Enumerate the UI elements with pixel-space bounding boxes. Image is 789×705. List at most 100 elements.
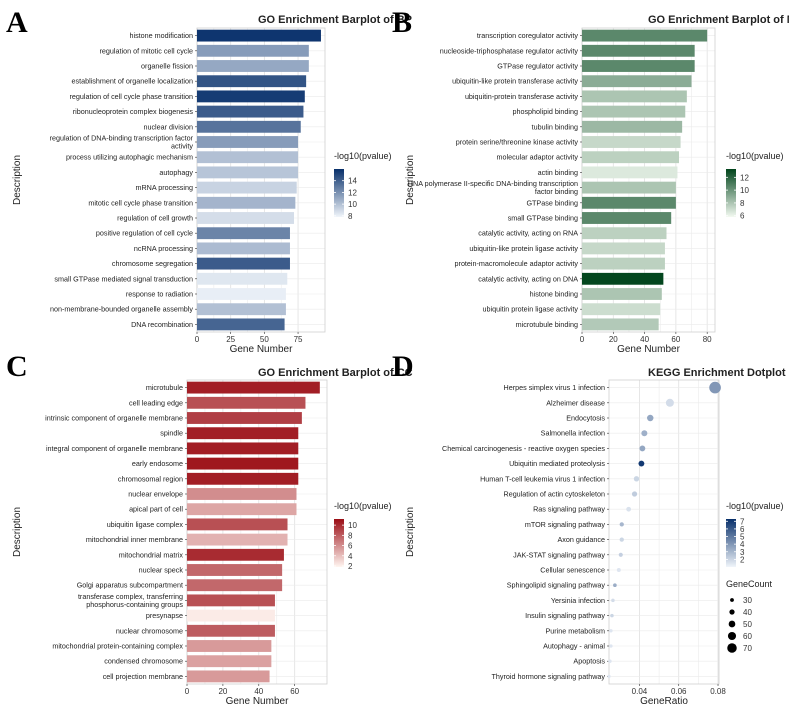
category-label: Golgi apparatus subcompartment bbox=[77, 581, 183, 590]
x-tick-label: 0.08 bbox=[710, 687, 726, 696]
category-label-line: ubiquitin-protein transferase activity bbox=[465, 92, 578, 101]
plot-frame bbox=[196, 27, 326, 333]
bar bbox=[187, 442, 299, 455]
category-label: nucleoside-triphosphatase regulator acti… bbox=[440, 46, 579, 55]
x-tick-label: 0 bbox=[195, 335, 200, 344]
y-axis-label: Description bbox=[12, 155, 23, 205]
category-label: ubiquitin-protein transferase activity bbox=[465, 92, 578, 101]
category-label-line: RNA polymerase II-specific DNA-binding t… bbox=[408, 179, 578, 188]
bar bbox=[187, 670, 270, 683]
category-label: molecular adaptor activity bbox=[497, 153, 579, 162]
bar bbox=[197, 242, 290, 255]
category-label-line: transcription coregulator activity bbox=[477, 31, 578, 40]
category-label: regulation of cell growth bbox=[117, 214, 193, 223]
category-label: spindle bbox=[160, 429, 183, 438]
category-label: ubiquitin ligase complex bbox=[107, 520, 184, 529]
plot-frame bbox=[186, 379, 328, 685]
category-label-line: ubiquitin-like protein transferase activ… bbox=[452, 77, 578, 86]
x-tick-label: 20 bbox=[218, 687, 227, 696]
category-label-line: Alzheimer disease bbox=[546, 398, 605, 407]
category-label: early endosome bbox=[132, 459, 183, 468]
category-label-line: early endosome bbox=[132, 459, 183, 468]
bar bbox=[197, 318, 285, 331]
bar bbox=[582, 272, 664, 285]
colorbar bbox=[726, 519, 736, 567]
category-label: ubiquitin protein ligase activity bbox=[483, 305, 579, 314]
category-label: condensed chromosome bbox=[104, 657, 183, 666]
category-label-line: nuclear speck bbox=[139, 566, 184, 575]
panel-C: C GO Enrichment Barplot of CC microtubule c… bbox=[6, 350, 413, 705]
size-legend-label: 30 bbox=[743, 596, 752, 605]
category-label: cell projection membrane bbox=[103, 672, 183, 681]
bar bbox=[197, 196, 296, 209]
category-label: microtubule binding bbox=[516, 320, 578, 329]
category-label-line: nuclear envelope bbox=[128, 490, 183, 499]
category-label: Alzheimer disease bbox=[546, 398, 605, 407]
bar bbox=[197, 288, 286, 300]
category-label-line: process utilizing autophagic mechanism bbox=[66, 153, 193, 162]
x-tick-label: 60 bbox=[671, 335, 680, 344]
category-label-line: Endocytosis bbox=[566, 414, 605, 423]
category-label-line: Autophagy - animal bbox=[543, 642, 605, 651]
category-label-line: mitotic cell cycle phase transition bbox=[88, 198, 193, 207]
category-label: small GTPase mediated signal transductio… bbox=[54, 274, 193, 283]
bar bbox=[197, 257, 290, 270]
category-label-line: catalytic activity, acting on RNA bbox=[478, 229, 578, 238]
colorbar-tick-label: 4 bbox=[740, 540, 745, 549]
bar bbox=[582, 151, 680, 164]
panel-B: B GO Enrichment Barplot of MF transcriptio… bbox=[392, 6, 789, 355]
category-label-line: GTPase regulator activity bbox=[497, 62, 578, 71]
y-axis-label: Description bbox=[12, 507, 23, 557]
category-label: presynapse bbox=[146, 611, 183, 620]
colorbar-title: -log10(pvalue) bbox=[334, 151, 392, 161]
category-label-line: regulation of cell cycle phase transitio… bbox=[70, 92, 193, 101]
bar bbox=[582, 29, 708, 42]
category-label: intrinsic component of organelle membran… bbox=[45, 414, 183, 423]
category-label: mRNA processing bbox=[135, 183, 193, 192]
panel-letter: D bbox=[392, 350, 414, 383]
category-label-line: Cellular senescence bbox=[540, 566, 605, 575]
category-label-line: cell leading edge bbox=[129, 398, 183, 407]
category-label-line: chromosome segregation bbox=[112, 259, 193, 268]
category-label-line: condensed chromosome bbox=[104, 657, 183, 666]
category-label: JAK-STAT signaling pathway bbox=[513, 550, 605, 559]
category-label-line: regulation of DNA-binding transcription … bbox=[50, 134, 194, 143]
dot bbox=[607, 674, 611, 679]
category-label: small GTPase binding bbox=[508, 214, 578, 223]
category-label-line: phosphorus-containing groups bbox=[86, 600, 183, 609]
colorbar-title: -log10(pvalue) bbox=[726, 151, 784, 161]
bar bbox=[582, 227, 667, 240]
colorbar-tick-label: 5 bbox=[740, 533, 745, 542]
category-label-line: chromosomal region bbox=[118, 474, 183, 483]
category-label: actin binding bbox=[538, 168, 578, 177]
colorbar-tick-label: 2 bbox=[740, 555, 745, 564]
category-label-line: ribonucleoprotein complex biogenesis bbox=[73, 107, 194, 116]
size-legend-dot bbox=[729, 609, 735, 615]
category-label: protein serine/threonine kinase activity bbox=[456, 138, 579, 147]
category-label: mitochondrial inner membrane bbox=[86, 535, 183, 544]
size-legend-dot bbox=[728, 620, 736, 628]
category-label: organelle fission bbox=[141, 62, 193, 71]
x-axis-label: Gene Number bbox=[226, 696, 289, 705]
colorbar-tick-label: 8 bbox=[740, 199, 745, 208]
bar bbox=[582, 120, 683, 133]
dot bbox=[618, 552, 623, 557]
x-axis-label: GeneRatio bbox=[640, 696, 688, 705]
bar bbox=[187, 594, 275, 607]
plot-frame bbox=[581, 27, 716, 333]
bar bbox=[582, 257, 665, 270]
colorbar-title: -log10(pvalue) bbox=[726, 501, 784, 511]
size-legend-title: GeneCount bbox=[726, 579, 773, 589]
colorbar-tick-label: 14 bbox=[348, 177, 357, 186]
category-label-line: mRNA processing bbox=[135, 183, 193, 192]
bar bbox=[197, 29, 321, 42]
dot bbox=[638, 460, 645, 467]
bar bbox=[197, 136, 299, 148]
category-label: non-membrane-bounded organelle assembly bbox=[50, 305, 193, 314]
category-label-line: non-membrane-bounded organelle assembly bbox=[50, 305, 193, 314]
category-label: ribonucleoprotein complex biogenesis bbox=[73, 107, 194, 116]
bar bbox=[197, 212, 295, 224]
bar bbox=[197, 166, 299, 179]
dot bbox=[626, 506, 632, 512]
